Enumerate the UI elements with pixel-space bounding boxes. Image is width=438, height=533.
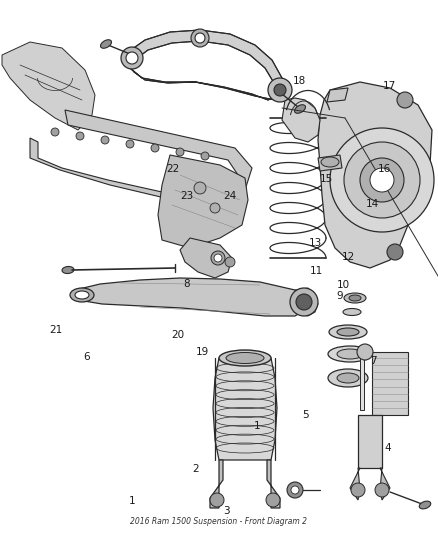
Text: 24: 24 bbox=[223, 191, 237, 201]
Ellipse shape bbox=[349, 295, 361, 301]
Circle shape bbox=[176, 148, 184, 156]
Polygon shape bbox=[30, 110, 252, 200]
Circle shape bbox=[76, 132, 84, 140]
Ellipse shape bbox=[328, 369, 368, 387]
Ellipse shape bbox=[70, 288, 94, 302]
Polygon shape bbox=[350, 468, 360, 500]
Text: 4: 4 bbox=[385, 443, 391, 453]
Polygon shape bbox=[75, 278, 310, 316]
Ellipse shape bbox=[294, 105, 305, 114]
Text: 11: 11 bbox=[310, 266, 323, 276]
Polygon shape bbox=[267, 460, 280, 508]
Text: 3: 3 bbox=[223, 506, 230, 515]
Polygon shape bbox=[372, 352, 408, 415]
Circle shape bbox=[126, 140, 134, 148]
Polygon shape bbox=[128, 30, 285, 100]
Circle shape bbox=[101, 136, 109, 144]
Text: 15: 15 bbox=[320, 174, 333, 183]
Circle shape bbox=[191, 29, 209, 47]
Text: 6: 6 bbox=[83, 352, 90, 362]
Circle shape bbox=[357, 344, 373, 360]
Circle shape bbox=[201, 152, 209, 160]
Ellipse shape bbox=[219, 350, 271, 366]
Text: 10: 10 bbox=[337, 280, 350, 290]
Polygon shape bbox=[210, 460, 223, 508]
Polygon shape bbox=[213, 358, 277, 460]
Text: 20: 20 bbox=[171, 330, 184, 340]
Circle shape bbox=[296, 294, 312, 310]
Text: 9: 9 bbox=[336, 291, 343, 301]
Ellipse shape bbox=[321, 157, 339, 167]
Circle shape bbox=[214, 254, 222, 262]
Polygon shape bbox=[295, 288, 318, 316]
Circle shape bbox=[121, 47, 143, 69]
Circle shape bbox=[194, 182, 206, 194]
Text: 14: 14 bbox=[366, 199, 379, 208]
Circle shape bbox=[266, 493, 280, 507]
Circle shape bbox=[330, 128, 434, 232]
Circle shape bbox=[287, 482, 303, 498]
Polygon shape bbox=[360, 352, 364, 410]
Text: 2: 2 bbox=[193, 464, 199, 474]
Text: 18: 18 bbox=[293, 76, 306, 86]
Ellipse shape bbox=[226, 352, 264, 364]
Circle shape bbox=[344, 142, 420, 218]
Ellipse shape bbox=[337, 328, 359, 336]
Circle shape bbox=[195, 33, 205, 43]
Text: 23: 23 bbox=[180, 191, 194, 201]
Text: 21: 21 bbox=[49, 326, 62, 335]
Polygon shape bbox=[180, 238, 232, 278]
Ellipse shape bbox=[75, 291, 89, 299]
Ellipse shape bbox=[100, 40, 112, 49]
Polygon shape bbox=[282, 98, 320, 142]
Polygon shape bbox=[358, 415, 382, 468]
Circle shape bbox=[290, 288, 318, 316]
Text: 13: 13 bbox=[309, 238, 322, 247]
Text: 2016 Ram 1500 Suspension - Front Diagram 2: 2016 Ram 1500 Suspension - Front Diagram… bbox=[131, 517, 307, 526]
Text: 22: 22 bbox=[166, 165, 180, 174]
Circle shape bbox=[225, 257, 235, 267]
Circle shape bbox=[210, 493, 224, 507]
Ellipse shape bbox=[343, 309, 361, 316]
Text: 7: 7 bbox=[370, 357, 377, 366]
Ellipse shape bbox=[328, 346, 372, 362]
Ellipse shape bbox=[419, 501, 431, 509]
Polygon shape bbox=[327, 88, 348, 102]
Circle shape bbox=[274, 84, 286, 96]
Ellipse shape bbox=[62, 266, 74, 273]
Circle shape bbox=[351, 483, 365, 497]
Text: 8: 8 bbox=[183, 279, 190, 288]
Ellipse shape bbox=[337, 349, 363, 359]
Polygon shape bbox=[2, 42, 95, 130]
Circle shape bbox=[375, 483, 389, 497]
Circle shape bbox=[151, 144, 159, 152]
Text: 17: 17 bbox=[383, 82, 396, 91]
Polygon shape bbox=[318, 155, 342, 171]
Ellipse shape bbox=[344, 293, 366, 303]
Polygon shape bbox=[380, 468, 390, 500]
Circle shape bbox=[387, 244, 403, 260]
Text: 19: 19 bbox=[196, 347, 209, 357]
Circle shape bbox=[51, 128, 59, 136]
Circle shape bbox=[268, 78, 292, 102]
Polygon shape bbox=[158, 155, 248, 248]
Circle shape bbox=[397, 92, 413, 108]
Text: 1: 1 bbox=[254, 422, 261, 431]
Ellipse shape bbox=[337, 373, 359, 383]
Circle shape bbox=[291, 486, 299, 494]
Polygon shape bbox=[318, 82, 432, 268]
Circle shape bbox=[126, 52, 138, 64]
Circle shape bbox=[370, 168, 394, 192]
Circle shape bbox=[211, 251, 225, 265]
Text: 5: 5 bbox=[302, 410, 309, 419]
Text: 1: 1 bbox=[129, 496, 136, 506]
Circle shape bbox=[210, 203, 220, 213]
Text: 16: 16 bbox=[378, 165, 391, 174]
Ellipse shape bbox=[329, 325, 367, 339]
Circle shape bbox=[360, 158, 404, 202]
Text: 12: 12 bbox=[342, 253, 355, 262]
